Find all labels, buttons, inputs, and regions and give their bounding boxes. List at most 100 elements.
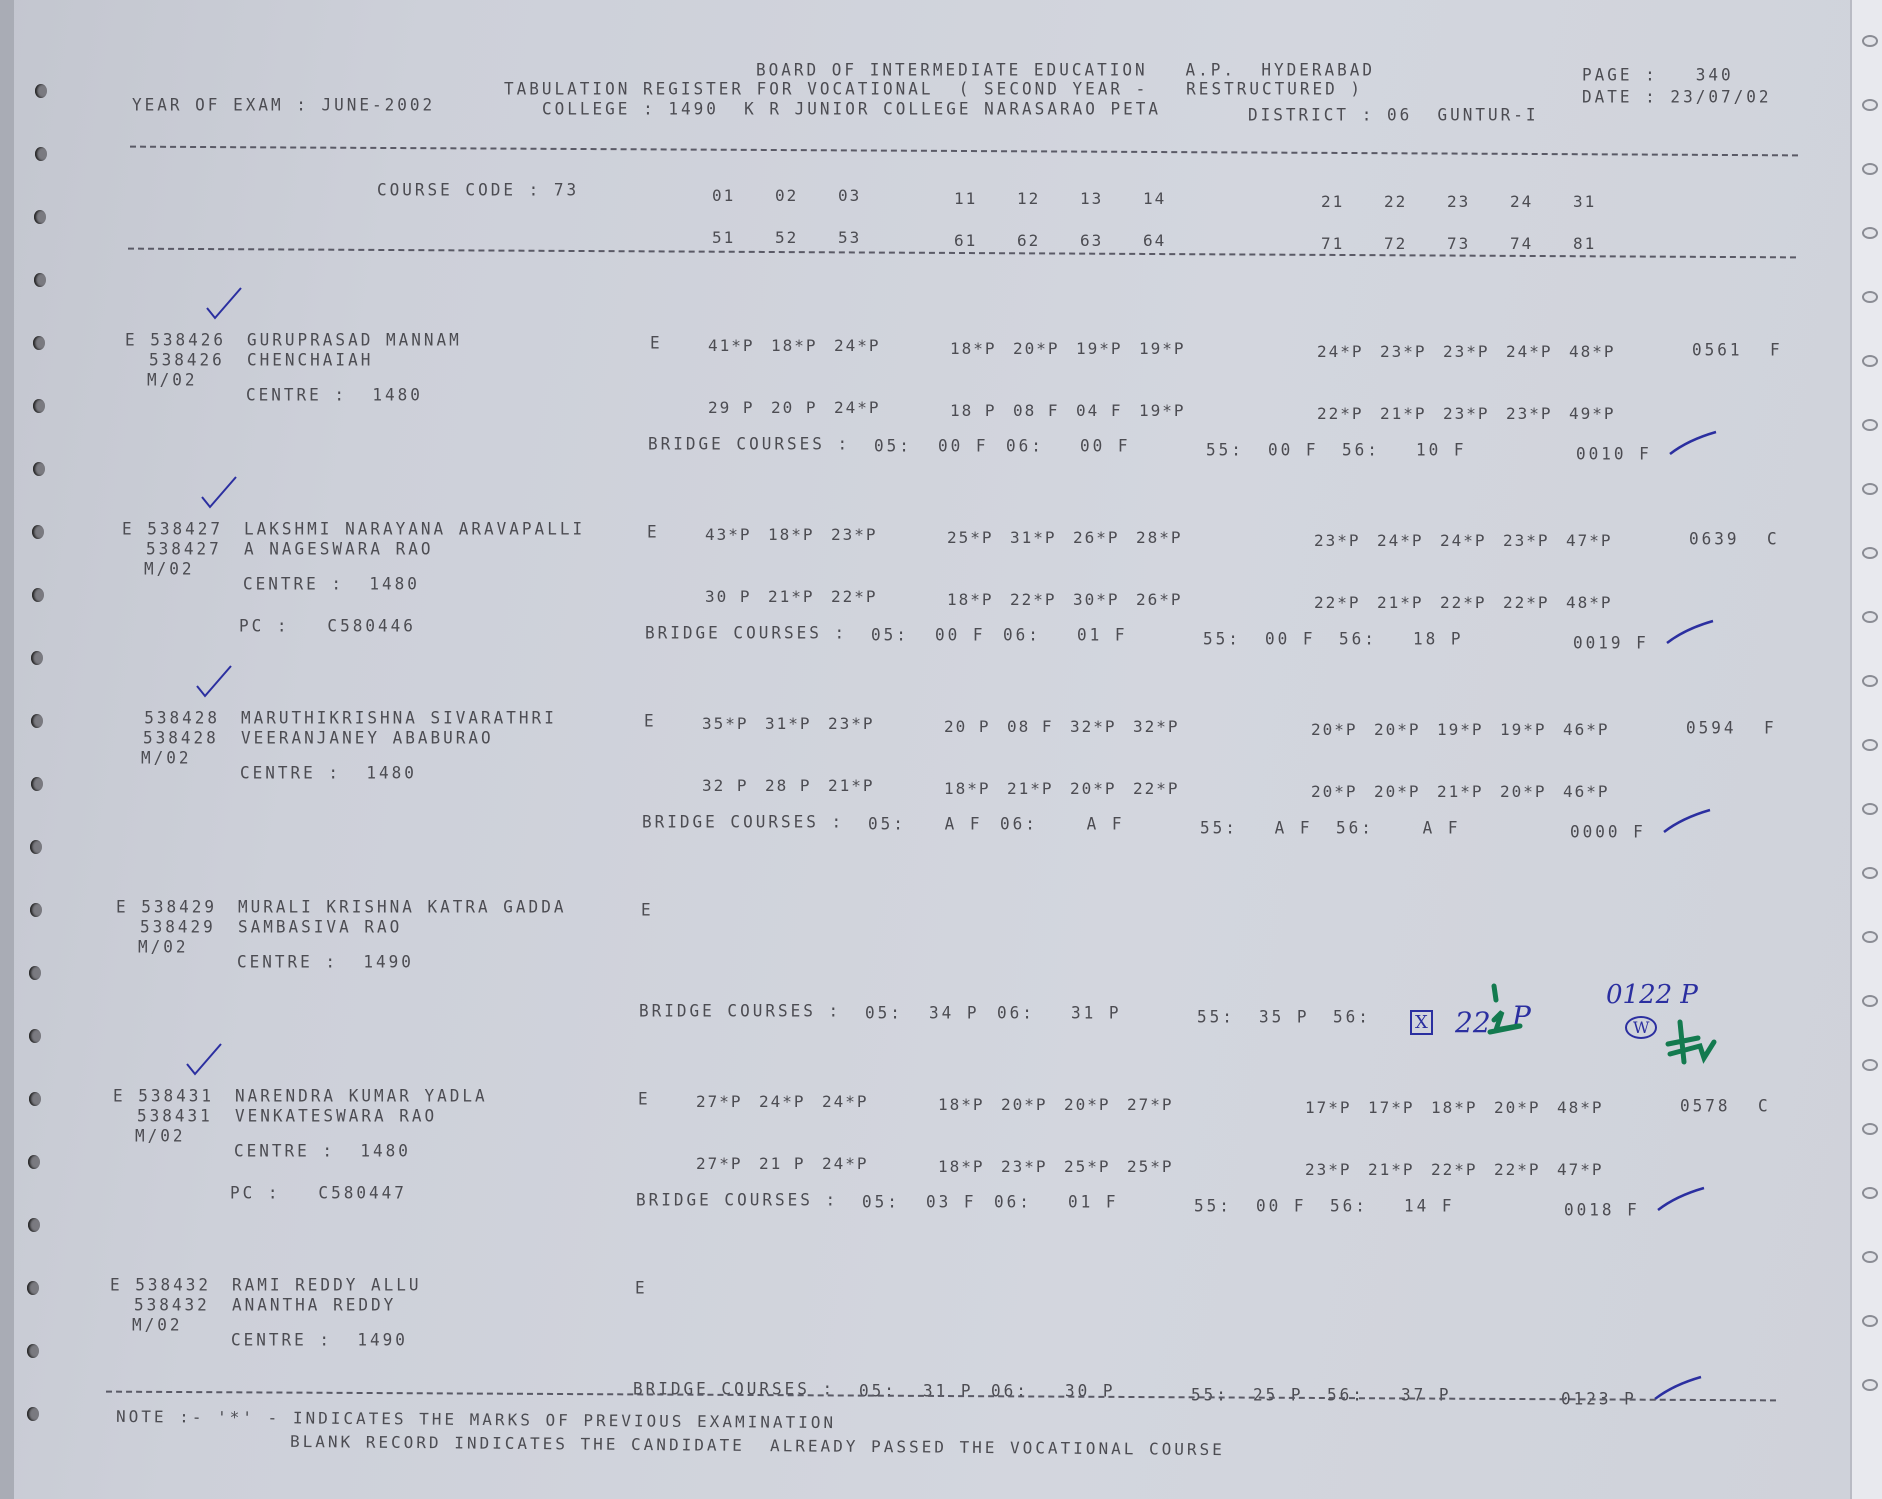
subject-code: 62 — [1017, 231, 1041, 250]
mark: 23*P — [1305, 1160, 1352, 1179]
subject-code: 53 — [838, 228, 862, 247]
roll-number: E 538429 — [116, 896, 218, 917]
year-of-exam: YEAR OF EXAM : JUNE-2002 — [132, 94, 436, 115]
punch-hole-icon — [1862, 675, 1878, 687]
subject-code: 23 — [1447, 192, 1471, 211]
subject-code: 02 — [775, 186, 799, 205]
punch-hole-icon — [35, 84, 47, 98]
marks-group: 17*P 17*P 18*P 20*P 48*P — [1305, 1098, 1620, 1117]
grand-total: 0578 — [1680, 1095, 1731, 1116]
bridge-06: 06: — [1000, 813, 1038, 834]
student-name: GURUPRASAD MANNAM — [247, 329, 462, 350]
subject-code-group: 51 52 53 — [712, 228, 901, 247]
medium: E — [641, 899, 654, 920]
punch-hole-icon — [1862, 227, 1878, 239]
marks-group: 30 P 21*P 22*P — [705, 587, 894, 606]
handwritten-circled-mark: W — [1625, 1016, 1658, 1039]
bridge-56: 56: — [1339, 628, 1377, 649]
bridge-06-mark: 01 F — [1068, 1191, 1119, 1212]
mark: 18*P — [938, 1157, 985, 1176]
grand-total: 0594 — [1686, 717, 1737, 738]
subject-code: 24 — [1510, 192, 1534, 211]
punch-hole-icon — [31, 651, 44, 665]
bridge-56: 56: — [1327, 1384, 1365, 1405]
medium: E — [650, 332, 663, 353]
mark: 29 P — [708, 398, 755, 417]
mark: 23*P — [831, 525, 878, 544]
bridge-courses-label: BRIDGE COURSES : — [633, 1378, 836, 1399]
mark: 23*P — [1443, 404, 1490, 423]
bridge-56: 56: — [1333, 1006, 1371, 1027]
mark: 22*P — [831, 587, 878, 606]
mark: 46*P — [1563, 720, 1610, 739]
subject-code-group: 21 22 23 24 31 — [1321, 192, 1636, 211]
bridge-55-mark: 25 P — [1253, 1384, 1304, 1405]
mark: 32*P — [1070, 717, 1117, 736]
father-name: SAMBASIVA RAO — [238, 916, 403, 937]
student-name: LAKSHMI NARAYANA ARAVAPALLI — [244, 518, 586, 539]
board-title: BOARD OF INTERMEDIATE EDUCATION A.P. HYD… — [756, 59, 1376, 80]
register-title: TABULATION REGISTER FOR VOCATIONAL ( SEC… — [504, 78, 1364, 99]
punch-hole-icon — [28, 1092, 41, 1106]
bridge-55: 55: — [1194, 1195, 1232, 1216]
subject-code: 61 — [954, 231, 978, 250]
mark: 19*P — [1437, 720, 1484, 739]
mark: 18*P — [950, 339, 997, 358]
mark: 22*P — [1133, 779, 1180, 798]
mark: 46*P — [1563, 782, 1610, 801]
mark: 19*P — [1139, 339, 1186, 358]
subject-code: 71 — [1321, 234, 1345, 253]
bridge-05: 05: — [862, 1191, 900, 1212]
check-mark-icon — [196, 665, 232, 698]
bridge-06-mark: A F — [1074, 813, 1125, 834]
punch-hole-icon — [34, 147, 47, 161]
roll-number-secondary: 538432 — [134, 1294, 210, 1315]
mark: 32*P — [1133, 717, 1180, 736]
mark: 21*P — [1380, 404, 1427, 423]
mark: 04 F — [1076, 401, 1123, 420]
bridge-courses-label: BRIDGE COURSES : — [645, 622, 848, 643]
punch-hole-icon — [30, 840, 43, 854]
mark: 30 P — [705, 587, 752, 606]
centre: CENTRE : 1480 — [234, 1140, 411, 1161]
subject-code: 74 — [1510, 234, 1534, 253]
result: F — [1770, 339, 1783, 360]
centre: CENTRE : 1490 — [237, 951, 414, 972]
grand-total: 0561 — [1692, 339, 1743, 360]
bridge-courses-label: BRIDGE COURSES : — [648, 433, 851, 454]
punch-hole-icon — [1862, 867, 1878, 879]
mark: 20*P — [1311, 720, 1358, 739]
mark: 24*P — [834, 398, 881, 417]
check-mark-icon — [186, 1043, 222, 1076]
check-mark-icon — [1657, 1186, 1705, 1211]
mark: 28*P — [1136, 528, 1183, 547]
bridge-56: 56: — [1336, 817, 1374, 838]
punch-hole-icon — [29, 1029, 41, 1043]
roll-number: 538428 — [119, 707, 221, 728]
bridge-06: 06: — [991, 1380, 1029, 1401]
subject-code-group: 71 72 73 74 81 — [1321, 234, 1636, 253]
marks-group: 20 P 08 F 32*P 32*P — [944, 717, 1196, 736]
note-line-2: BLANK RECORD INDICATES THE CANDIDATE ALR… — [289, 1431, 1225, 1460]
bridge-courses-label: BRIDGE COURSES : — [636, 1189, 839, 1210]
mark: 23*P — [1503, 531, 1550, 550]
punch-hole-icon — [29, 966, 42, 980]
group-code: M/02 — [138, 936, 189, 957]
mark: 20*P — [1013, 339, 1060, 358]
bridge-05-mark: 34 P — [929, 1002, 980, 1023]
subject-code: 14 — [1143, 189, 1167, 208]
subject-code: 72 — [1384, 234, 1408, 253]
punch-hole-icon — [1862, 1187, 1878, 1199]
father-name: A NAGESWARA RAO — [244, 538, 434, 559]
mark: 20*P — [1311, 782, 1358, 801]
punch-hole-icon — [1862, 1379, 1878, 1391]
subject-code: 03 — [838, 186, 862, 205]
subject-code: 13 — [1080, 189, 1104, 208]
bridge-06-mark: 31 P — [1071, 1002, 1122, 1023]
mark: 22*P — [1314, 593, 1361, 612]
subject-code: 81 — [1573, 234, 1597, 253]
mark: 20*P — [1001, 1095, 1048, 1114]
marks-group: 22*P 21*P 23*P 23*P 49*P — [1317, 404, 1632, 423]
check-mark-icon — [1663, 808, 1711, 833]
mark: 24*P — [1377, 531, 1424, 550]
